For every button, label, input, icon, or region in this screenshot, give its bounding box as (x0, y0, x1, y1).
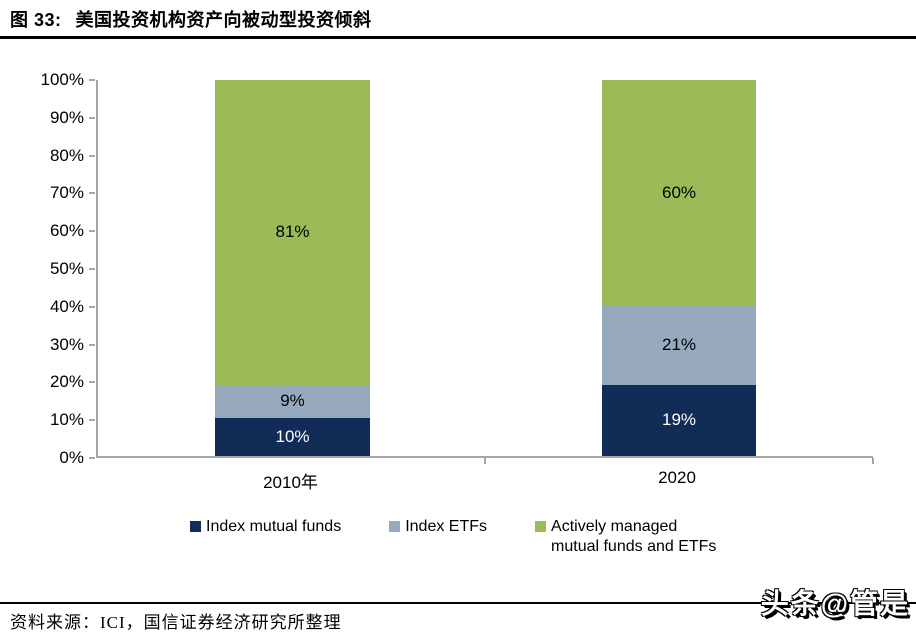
legend-swatch (535, 521, 547, 532)
bar-segment: 9% (215, 384, 370, 419)
y-tick-label: 20% (49, 372, 84, 392)
x-category-label: 2010年 (263, 473, 318, 492)
figure-title: 图 33: 美国投资机构资产向被动型投资倾斜 (10, 6, 372, 32)
y-tick-label: 0% (59, 448, 84, 467)
bar-segment: 21% (602, 305, 756, 385)
y-tick-mark (89, 116, 95, 119)
source-note: 资料来源：ICI，国信证券经济研究所整理 (10, 613, 342, 632)
x-tick-mark (872, 458, 874, 464)
y-tick-mark (89, 154, 95, 157)
legend-label: Index mutual funds (206, 518, 342, 535)
y-tick-mark (89, 457, 95, 459)
watermark: 头条@管是 (760, 588, 910, 619)
y-tick-label: 100% (40, 70, 84, 89)
title-divider-line (0, 36, 916, 39)
y-tick-mark (89, 230, 95, 233)
bar-segment: 60% (602, 80, 756, 306)
x-category-label: 2020 (658, 468, 696, 487)
y-tick-mark (89, 381, 95, 384)
segment-value-label: 81% (275, 222, 310, 242)
bar-segment: 19% (602, 384, 756, 456)
figure-number: 图 33: (10, 10, 62, 30)
y-tick-mark (89, 305, 95, 308)
segment-value-label: 19% (661, 410, 697, 430)
y-tick-label: 40% (49, 296, 84, 316)
legend-item: Index mutual funds (190, 517, 341, 537)
segment-value-label: 9% (280, 391, 305, 411)
legend-label: Actively managed mutual funds and ETFs (551, 518, 717, 555)
y-tick-label: 10% (49, 410, 84, 430)
y-tick-mark (89, 343, 95, 346)
legend-label: Index ETFs (405, 518, 488, 535)
y-tick-mark (89, 419, 95, 422)
y-tick-label: 30% (49, 334, 84, 354)
chart-legend: Index mutual funds Index ETFs Actively man… (190, 517, 750, 557)
y-tick-label: 80% (49, 145, 84, 165)
segment-value-label: 10% (275, 427, 310, 447)
bar-segment: 10% (215, 418, 370, 456)
y-tick-label: 60% (49, 221, 84, 241)
y-tick-label: 70% (49, 183, 84, 203)
plot-area: 81% 9% 10% 60% 21% 19% (96, 80, 873, 458)
segment-value-label: 21% (661, 335, 697, 355)
x-tick-mark (483, 458, 486, 464)
y-tick-mark (89, 192, 95, 195)
y-tick-label: 50% (49, 259, 84, 278)
legend-item: Index ETFs (389, 517, 487, 537)
y-tick-mark (89, 268, 95, 270)
bar-segment: 81% (215, 80, 370, 385)
figure-title-text: 美国投资机构资产向被动型投资倾斜 (75, 10, 372, 30)
y-tick-mark (89, 79, 95, 81)
bar-2010年: 81% 9% 10% (215, 80, 370, 456)
legend-swatch (190, 521, 201, 532)
segment-value-label: 60% (661, 182, 697, 202)
footer-divider-line (0, 602, 916, 604)
legend-item: Actively managed mutual funds and ETFs (535, 517, 719, 557)
bar-2020: 60% 21% 19% (602, 80, 756, 456)
legend-swatch (389, 521, 401, 532)
y-tick-label: 90% (49, 107, 84, 127)
